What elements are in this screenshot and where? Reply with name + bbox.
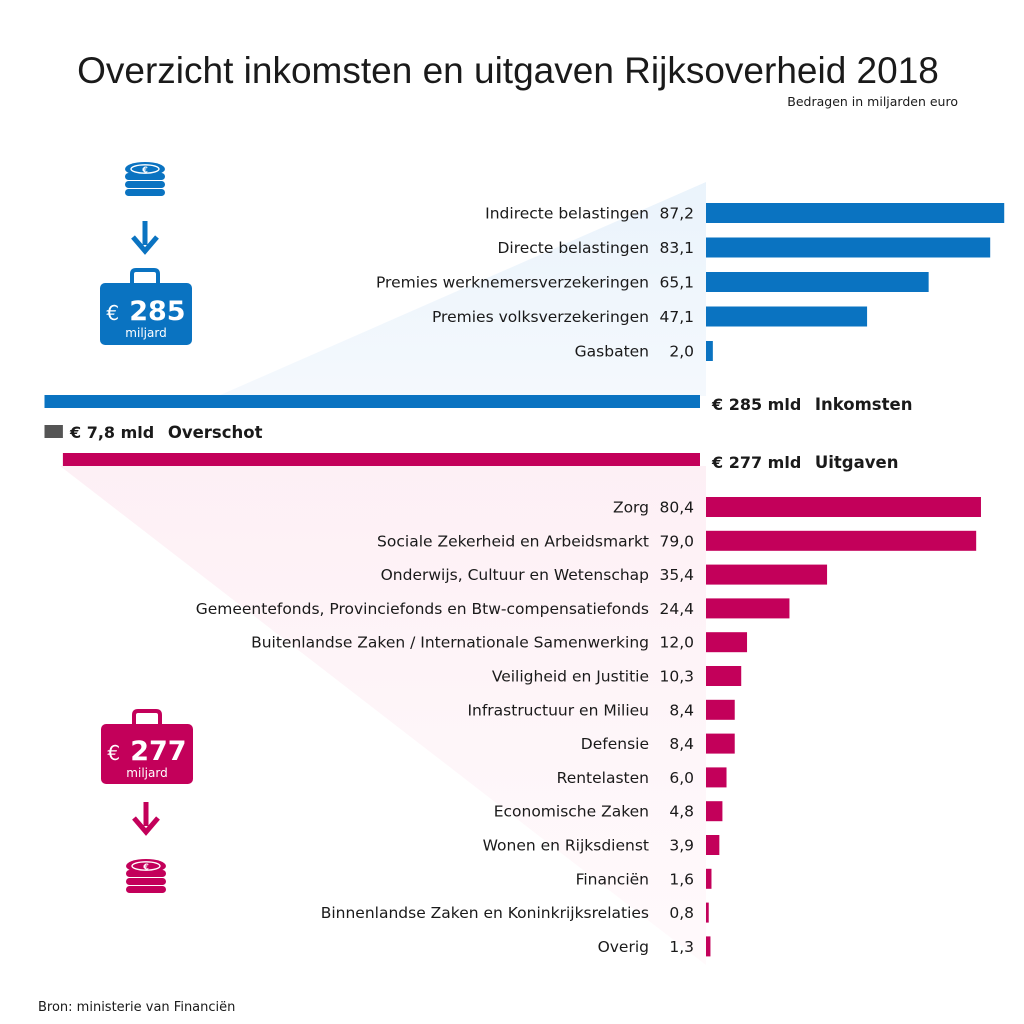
coins-icon: € [126,859,166,893]
income-value-label: 65,1 [659,274,694,292]
expense-bar [706,497,981,517]
expense-value-label: 8,4 [669,735,694,753]
expense-bar [706,666,742,686]
expense-bar [706,733,735,754]
expense-category-label: Binnenlandse Zaken en Koninkrijksrelatie… [321,904,649,922]
expense-category-label: Financiën [576,870,649,888]
income-category-label: Gasbaten [575,343,649,361]
income-category-label: Premies volksverzekeringen [432,308,649,326]
expense-total-amount: € 277 mld Uitgaven [711,453,898,472]
income-bar [706,306,868,327]
expense-category-label: Onderwijs, Cultuur en Wetenschap [381,566,649,584]
surplus-bar [44,425,63,438]
expense-bars: Zorg 80,4 Sociale Zekerheid en Arbeidsmark… [196,497,981,957]
expense-category-label: Defensie [581,735,649,753]
surplus-amount: € 7,8 mld Overschot [69,423,263,442]
expense-category-label: Rentelasten [557,769,649,787]
expense-value-label: 8,4 [669,701,694,719]
income-total-label: Inkomsten [815,395,913,414]
expense-value-label: 24,4 [659,600,694,618]
expense-value-label: 35,4 [659,566,694,584]
income-value-label: 83,1 [659,239,694,257]
expense-bar [706,530,977,551]
briefcase-icon: € 277 miljard [101,709,193,784]
income-category-label: Directe belastingen [497,239,649,257]
expense-bar [706,835,720,855]
income-value-label: 87,2 [659,205,694,223]
income-category-label: Indirecte belastingen [485,205,649,223]
expense-value-label: 1,3 [669,938,694,956]
expense-bar [706,598,790,619]
income-bars: Indirecte belastingen 87,2 Directe belasti… [376,203,1005,361]
expense-category-label: Sociale Zekerheid en Arbeidsmarkt [377,532,649,550]
expense-value-label: 6,0 [669,769,694,787]
expense-total-bar [62,453,700,466]
expense-value-label: 0,8 [669,904,694,922]
income-bar [706,203,1005,223]
expense-value-label: 80,4 [659,499,694,517]
income-value-label: 47,1 [659,308,694,326]
svg-text:€: € [141,166,148,175]
expense-category-label: Infrastructuur en Milieu [467,701,649,719]
income-value-label: 2,0 [669,343,694,361]
arrow-down-icon [132,802,160,836]
totals: € 285 mld Inkomsten € 7,8 mld Overschot … [44,395,912,472]
expense-badge-unit: miljard [126,766,167,780]
chart-subtitle: Bedragen in miljarden euro [787,94,958,109]
surplus-label: Overschot [168,423,263,442]
expense-value-label: 10,3 [659,668,694,686]
income-bar [706,272,929,292]
expense-fan [60,466,706,965]
briefcase-icon: € 285 miljard [100,268,192,345]
arrow-down-icon [131,221,159,255]
expense-category-label: Gemeentefonds, Provinciefonds en Btw-com… [196,600,649,618]
expense-bar [706,801,723,822]
expense-category-label: Economische Zaken [494,803,649,821]
expense-value-label: 12,0 [659,634,694,652]
expense-bar [706,767,727,788]
coins-icon: € [125,162,165,196]
income-bar [706,237,991,258]
expense-bar [706,564,828,585]
chart-title: Overzicht inkomsten en uitgaven Rijksove… [77,50,939,91]
expense-value-label: 3,9 [669,837,694,855]
expense-bar [706,868,712,889]
expense-bar [706,936,711,957]
income-total-amount: € 285 mld Inkomsten [711,395,912,414]
expense-total-label: Uitgaven [815,453,899,472]
income-fan [218,182,706,396]
income-category-label: Premies werknemersverzekeringen [376,274,649,292]
income-badge-unit: miljard [125,326,166,340]
source-note: Bron: ministerie van Financiën [38,1000,235,1015]
expense-bar [706,632,748,653]
income-total-bar [44,395,700,408]
income-badge-amount: € 285 [106,296,185,327]
expense-value-label: 4,8 [669,803,694,821]
expense-category-label: Buitenlandse Zaken / Internationale Same… [251,634,649,652]
income-bar [706,341,713,361]
expense-category-label: Overig [598,938,649,956]
svg-text:€: € [142,863,149,872]
expense-value-label: 79,0 [659,532,694,550]
expense-category-label: Veiligheid en Justitie [492,668,649,686]
expense-bar [706,699,735,720]
expense-category-label: Wonen en Rijksdienst [483,837,649,855]
expense-bar [706,902,709,923]
expense-badge-amount: € 277 [107,736,186,767]
expense-value-label: 1,6 [669,870,694,888]
expense-category-label: Zorg [613,499,649,517]
